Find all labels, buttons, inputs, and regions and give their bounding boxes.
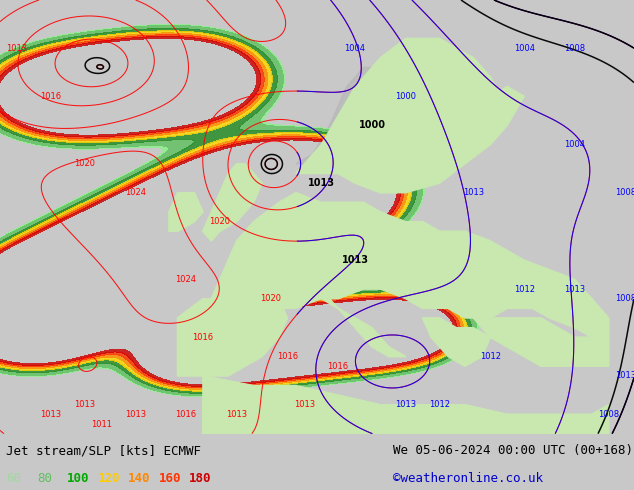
Text: 1024: 1024 — [125, 188, 146, 197]
Text: 1013: 1013 — [342, 255, 368, 265]
Polygon shape — [169, 193, 203, 231]
Text: 1016: 1016 — [176, 410, 197, 419]
Polygon shape — [304, 270, 380, 284]
Polygon shape — [203, 164, 262, 241]
Polygon shape — [169, 193, 203, 231]
Text: 1016: 1016 — [328, 362, 349, 371]
Text: 1012: 1012 — [514, 285, 534, 294]
Text: 160: 160 — [158, 472, 181, 485]
Polygon shape — [296, 39, 507, 193]
Text: 1016: 1016 — [192, 333, 214, 342]
Polygon shape — [439, 87, 524, 154]
Text: 1020: 1020 — [260, 294, 281, 303]
Text: 1016: 1016 — [277, 352, 298, 361]
Text: 1004: 1004 — [564, 140, 585, 149]
Polygon shape — [474, 318, 609, 366]
Text: 1024: 1024 — [176, 275, 197, 284]
Text: 1008: 1008 — [564, 44, 585, 53]
Polygon shape — [423, 318, 490, 366]
Polygon shape — [236, 299, 279, 308]
Polygon shape — [439, 87, 524, 154]
Text: 1008: 1008 — [615, 294, 634, 303]
Polygon shape — [423, 318, 490, 366]
Text: 1013: 1013 — [307, 178, 335, 188]
Text: 1020: 1020 — [74, 159, 95, 169]
Text: 1012: 1012 — [429, 400, 450, 409]
Text: 100: 100 — [67, 472, 89, 485]
Polygon shape — [236, 299, 279, 308]
Text: 1013: 1013 — [395, 400, 417, 409]
Polygon shape — [203, 164, 262, 241]
Polygon shape — [296, 39, 507, 193]
Polygon shape — [304, 270, 380, 284]
Text: 1008: 1008 — [598, 410, 619, 419]
Polygon shape — [296, 68, 372, 164]
Text: ©weatheronline.co.uk: ©weatheronline.co.uk — [393, 472, 543, 485]
Polygon shape — [203, 376, 609, 434]
Text: 1000: 1000 — [395, 92, 417, 101]
Text: 1008: 1008 — [615, 188, 634, 197]
Polygon shape — [211, 193, 609, 347]
Text: 1013: 1013 — [615, 371, 634, 380]
Text: Jet stream/SLP [kts] ECMWF: Jet stream/SLP [kts] ECMWF — [6, 444, 202, 457]
Text: 1013: 1013 — [74, 400, 95, 409]
Text: We 05-06-2024 00:00 UTC (00+168): We 05-06-2024 00:00 UTC (00+168) — [393, 444, 633, 457]
Polygon shape — [178, 299, 287, 376]
Text: 120: 120 — [98, 472, 120, 485]
Text: 1013: 1013 — [226, 410, 247, 419]
Polygon shape — [321, 299, 406, 357]
Polygon shape — [296, 68, 372, 164]
Polygon shape — [178, 299, 287, 376]
Text: 1012: 1012 — [480, 352, 501, 361]
Polygon shape — [211, 193, 609, 347]
Text: 180: 180 — [189, 472, 211, 485]
Text: 1000: 1000 — [358, 120, 385, 130]
Text: 1016: 1016 — [40, 92, 61, 101]
Text: 1013: 1013 — [564, 285, 585, 294]
Polygon shape — [321, 299, 406, 357]
Text: 1013: 1013 — [40, 410, 61, 419]
Text: 1013: 1013 — [125, 410, 146, 419]
Text: 1013: 1013 — [6, 44, 27, 53]
Text: 1013: 1013 — [463, 188, 484, 197]
Text: 140: 140 — [128, 472, 150, 485]
Polygon shape — [474, 318, 609, 366]
Text: 1013: 1013 — [294, 400, 315, 409]
Text: 1004: 1004 — [344, 44, 366, 53]
Text: 1011: 1011 — [91, 419, 112, 429]
Text: 60: 60 — [6, 472, 22, 485]
Text: 80: 80 — [37, 472, 52, 485]
Text: 1004: 1004 — [514, 44, 534, 53]
Text: 1020: 1020 — [209, 217, 230, 226]
Polygon shape — [203, 376, 609, 434]
